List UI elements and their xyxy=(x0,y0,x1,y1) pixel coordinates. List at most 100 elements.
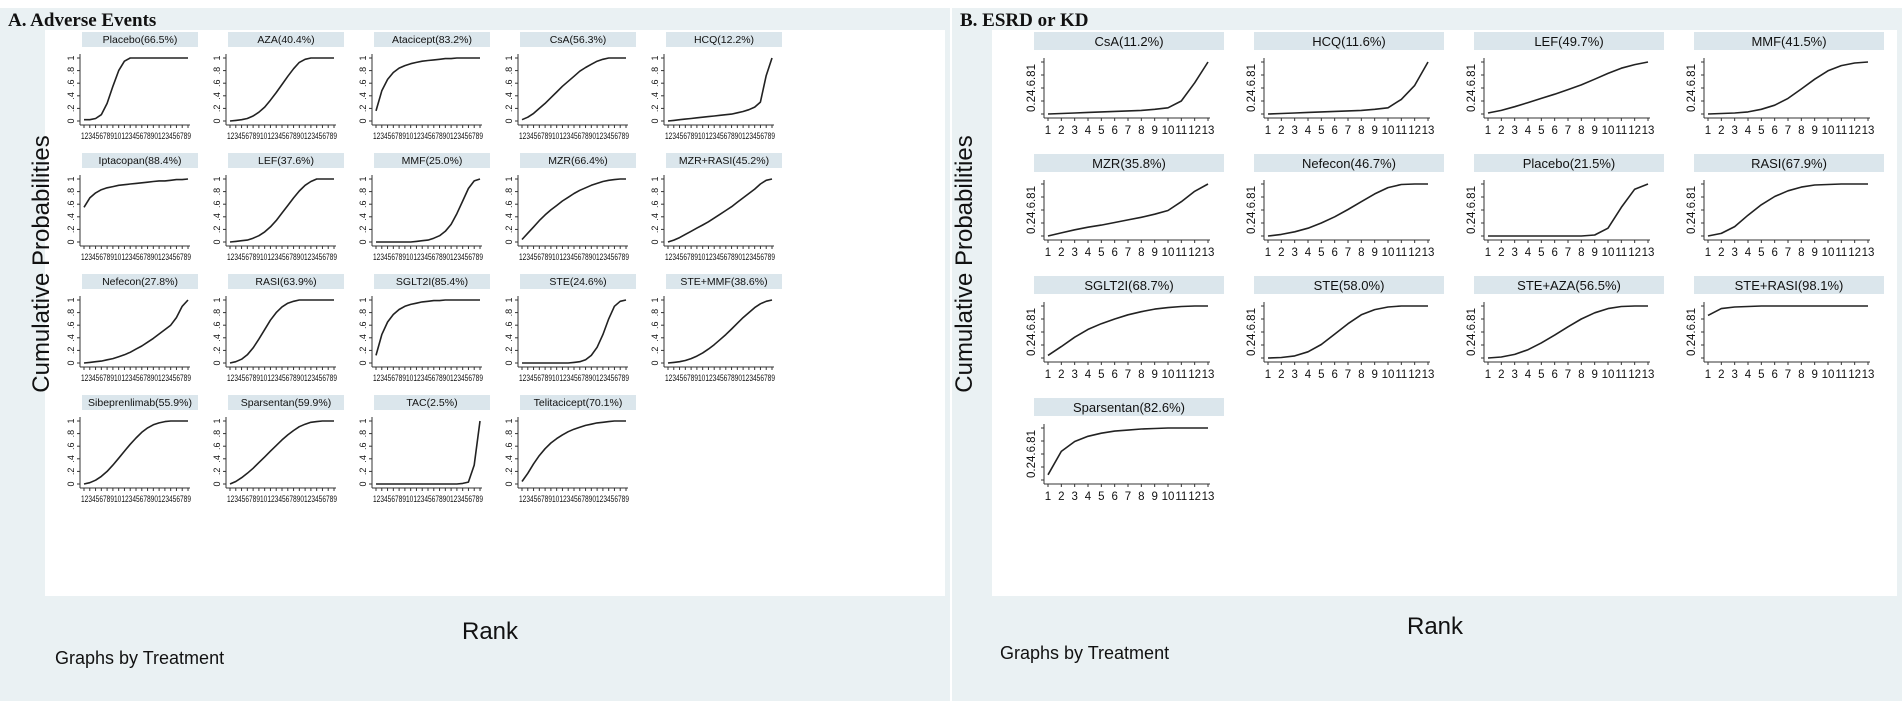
subplot-header xyxy=(374,32,490,47)
x-tick-label: 11 xyxy=(1395,369,1407,381)
x-tick-label: 4 xyxy=(1085,247,1092,259)
x-tick-label: 7 xyxy=(1125,125,1131,137)
x-tick-label: 1 xyxy=(1705,247,1711,259)
subplot-title: Placebo(21.5%) xyxy=(1523,156,1616,171)
y-tick-label: .6 xyxy=(66,79,76,87)
subplot-title: LEF(37.6%) xyxy=(258,155,314,167)
subplot-ste-mmf-38-6: STE+MMF(38.6%) 0 .2 .4 .6 .8 1 1234567891012345… xyxy=(650,274,782,383)
x-tick-label: 13 xyxy=(1202,491,1215,503)
x-tick-label: 6 xyxy=(1111,369,1117,381)
cumulative-curve xyxy=(1267,183,1428,237)
subplot-tac-2-5: TAC(2.5%) 0 .2 .4 .6 .8 1 123456789101234567890… xyxy=(358,395,490,504)
x-tick-label: 8 xyxy=(1138,247,1144,259)
cumulative-curve xyxy=(1047,427,1208,476)
y-tick-label: .4 xyxy=(66,334,76,342)
subplot-header xyxy=(374,153,490,168)
y-tick-label: 0.24.6.81 xyxy=(1246,64,1258,112)
y-tick-label: .8 xyxy=(358,67,368,75)
x-tick-label: 123456789101234567890123456789 xyxy=(373,131,483,141)
x-tick-label: 12 xyxy=(1848,125,1861,137)
x-tick-label: 7 xyxy=(1125,369,1131,381)
cumulative-curve xyxy=(521,57,626,121)
x-tick-label: 9 xyxy=(1591,247,1597,259)
y-tick-label: 0.24.6.81 xyxy=(1246,186,1258,234)
x-tick-label: 123456789101234567890123456789 xyxy=(81,131,191,141)
y-tick-label: 0.24.6.81 xyxy=(1686,308,1698,356)
y-tick-label: 1 xyxy=(358,418,368,423)
x-tick-label: 3 xyxy=(1071,369,1077,381)
panel-a-note: Graphs by Treatment xyxy=(55,648,225,668)
panel-b: B. ESRD or KD Cumulative Probabilities R… xyxy=(951,8,1902,701)
y-tick-label: 0.24.6.81 xyxy=(1686,186,1698,234)
subplot-title: RASI(67.9%) xyxy=(1751,156,1827,171)
x-tick-label: 2 xyxy=(1498,247,1504,259)
y-tick-label: .8 xyxy=(212,67,222,75)
x-tick-label: 11 xyxy=(1615,369,1627,381)
y-tick-label: .8 xyxy=(650,67,660,75)
cumulative-curve xyxy=(1267,61,1429,115)
cumulative-curve xyxy=(229,420,334,485)
subplot-header xyxy=(228,32,344,47)
x-tick-label: 3 xyxy=(1511,247,1517,259)
y-tick-label: .4 xyxy=(650,92,660,100)
y-tick-label: 0.24.6.81 xyxy=(1246,308,1258,356)
cumulative-curve xyxy=(83,178,189,208)
x-tick-label: 7 xyxy=(1785,369,1791,381)
subplot-header xyxy=(1694,276,1884,294)
x-tick-label: 9 xyxy=(1811,125,1817,137)
x-tick-label: 6 xyxy=(1551,125,1557,137)
cumulative-curve xyxy=(522,299,627,364)
y-tick-label: .4 xyxy=(358,455,368,463)
x-tick-label: 9 xyxy=(1151,125,1157,137)
x-tick-label: 5 xyxy=(1318,247,1324,259)
x-tick-label: 123456789101234567890123456789 xyxy=(665,373,775,383)
cumulative-curve xyxy=(1707,183,1868,237)
panel-b-title: B. ESRD or KD xyxy=(960,10,1089,31)
subplot-header xyxy=(1034,154,1224,172)
subplot-title: CsA(56.3%) xyxy=(550,34,607,46)
x-tick-label: 9 xyxy=(1591,369,1597,381)
y-tick-label: .4 xyxy=(504,334,514,342)
y-tick-label: .4 xyxy=(504,92,514,100)
panel-a-plot-area xyxy=(45,30,945,596)
x-tick-label: 12 xyxy=(1628,125,1641,137)
x-tick-label: 8 xyxy=(1798,247,1804,259)
y-tick-label: .2 xyxy=(650,347,660,355)
x-tick-label: 3 xyxy=(1071,247,1077,259)
x-tick-label: 11 xyxy=(1175,491,1187,503)
subplot-ste-aza-56-5: STE+AZA(56.5%)0.24.6.811 2 3 4 5 6 7 8 9 10 11 12 13 xyxy=(1466,276,1664,381)
subplot-placebo-66-5: Placebo(66.5%) 0 .2 .4 .6 .8 1 1234567891012345… xyxy=(66,32,198,141)
y-tick-label: .8 xyxy=(504,430,514,438)
y-tick-label: .8 xyxy=(212,430,222,438)
x-tick-label: 13 xyxy=(1862,369,1875,381)
subplot-title: CsA(11.2%) xyxy=(1094,34,1163,49)
x-tick-label: 8 xyxy=(1578,247,1584,259)
x-tick-label: 12 xyxy=(1848,247,1861,259)
cumulative-curve xyxy=(229,57,334,122)
subplot-lef-49-7: LEF(49.7%)0.24.6.811 2 3 4 5 6 7 8 9 10 11 12 13 xyxy=(1466,32,1664,137)
subplot-title: MZR(66.4%) xyxy=(548,155,608,167)
x-tick-label: 5 xyxy=(1538,125,1544,137)
y-tick-label: .2 xyxy=(66,347,76,355)
cumulative-curve xyxy=(667,299,773,364)
panel-a-x-axis-label: Rank xyxy=(462,618,519,645)
x-tick-label: 1 xyxy=(1705,369,1711,381)
x-tick-label: 123456789101234567890123456789 xyxy=(373,252,483,262)
y-tick-label: 0 xyxy=(212,360,222,365)
x-tick-label: 13 xyxy=(1202,125,1215,137)
x-tick-label: 2 xyxy=(1278,369,1284,381)
x-tick-label: 4 xyxy=(1525,247,1532,259)
subplot-title: HCQ(11.6%) xyxy=(1312,34,1385,49)
cumulative-curve xyxy=(667,178,773,243)
x-tick-label: 123456789101234567890123456789 xyxy=(227,373,337,383)
subplot-sparsentan-82-6: Sparsentan(82.6%)0.24.6.811 2 3 4 5 6 7 8 9 10 11 1… xyxy=(1026,398,1224,503)
x-tick-label: 10 xyxy=(1822,369,1835,381)
subplot-title: STE+RASI(98.1%) xyxy=(1735,278,1844,293)
y-tick-label: .2 xyxy=(66,226,76,234)
subplot-header xyxy=(1034,32,1224,50)
y-tick-label: 0 xyxy=(650,239,660,244)
y-tick-label: .2 xyxy=(504,347,514,355)
subplot-title: LEF(49.7%) xyxy=(1534,34,1603,49)
subplot-title: Nefecon(27.8%) xyxy=(102,276,178,288)
y-tick-label: .2 xyxy=(212,468,222,476)
